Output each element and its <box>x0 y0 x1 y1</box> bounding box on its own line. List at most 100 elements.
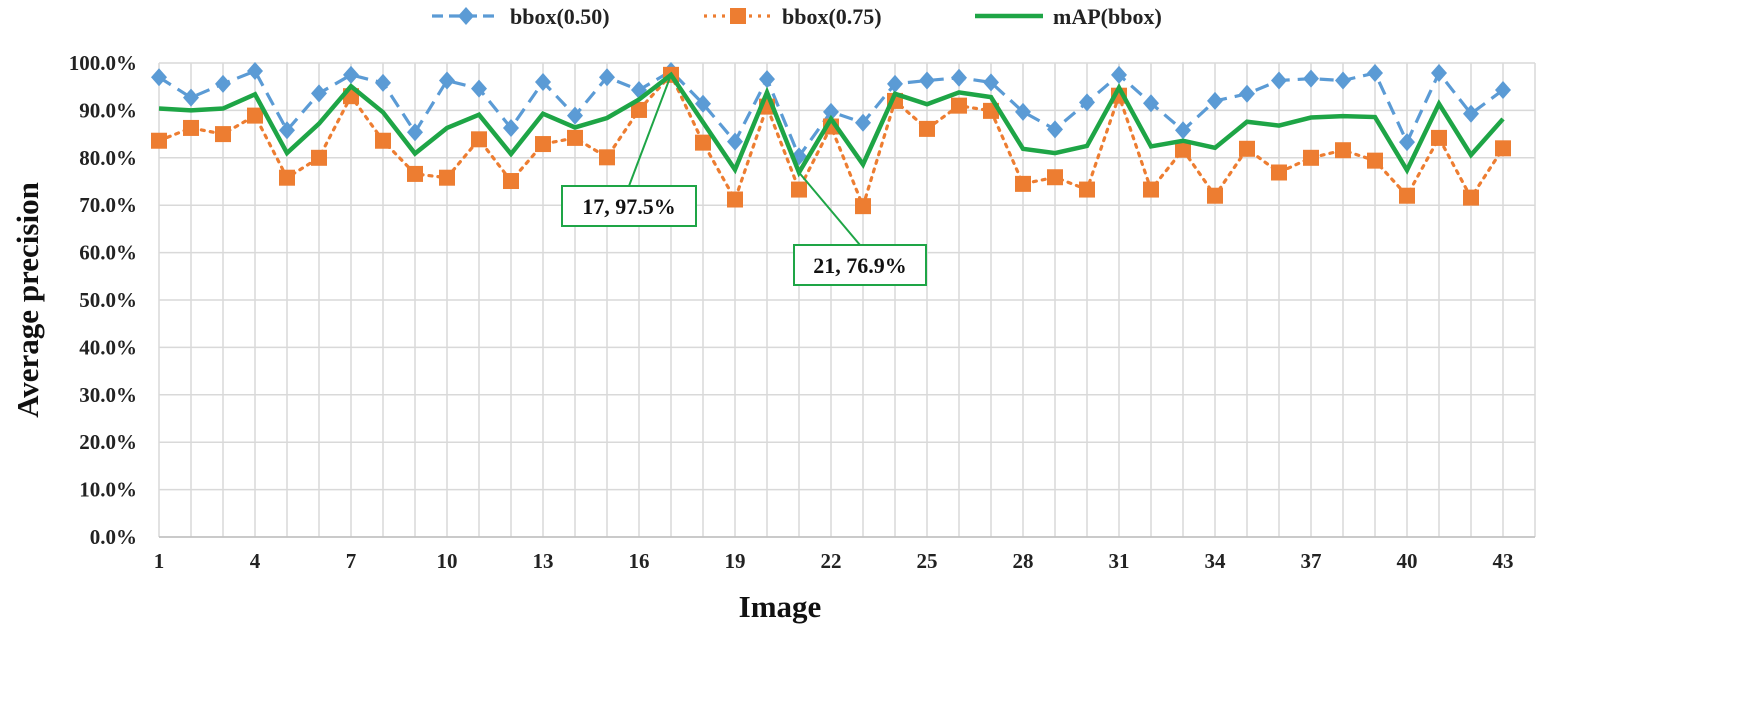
x-tick-label: 34 <box>1205 549 1227 573</box>
callout-leader <box>798 171 861 246</box>
data-point-diamond <box>1079 93 1095 112</box>
data-point-diamond <box>1271 71 1287 90</box>
y-tick-label: 10.0% <box>79 478 137 502</box>
data-point-square <box>631 101 647 118</box>
data-point-diamond <box>887 74 903 93</box>
data-point-square <box>599 149 615 166</box>
data-point-diamond <box>1047 120 1063 139</box>
data-point-square <box>567 129 583 146</box>
data-point-square <box>1239 140 1255 157</box>
legend: bbox(0.50) bbox(0.75) mAP(bbox) <box>432 4 1162 29</box>
data-point-square <box>1175 141 1191 158</box>
data-point-diamond <box>951 68 967 87</box>
data-point-square <box>1303 149 1319 166</box>
grid <box>158 62 1536 538</box>
data-point-square <box>183 119 199 136</box>
y-tick-label: 30.0% <box>79 383 137 407</box>
data-point-square <box>471 131 487 148</box>
x-tick-label: 40 <box>1397 549 1418 573</box>
data-point-square <box>439 169 455 186</box>
data-point-diamond <box>919 71 935 90</box>
data-point-diamond <box>599 68 615 87</box>
data-point-square <box>1271 164 1287 181</box>
annotations: 17, 97.5% 21, 76.9% <box>561 74 927 286</box>
data-point-square <box>407 165 423 182</box>
legend-label: mAP(bbox) <box>1053 4 1162 29</box>
data-point-diamond <box>1175 121 1191 140</box>
data-point-diamond <box>823 102 839 121</box>
data-point-diamond <box>503 118 519 137</box>
data-point-square <box>855 198 871 215</box>
callout-label: 21, 76.9% <box>813 253 907 278</box>
data-point-square <box>151 132 167 149</box>
data-point-diamond <box>183 88 199 107</box>
data-point-diamond <box>759 70 775 89</box>
legend-label: bbox(0.50) <box>510 4 610 29</box>
data-point-square <box>1495 140 1511 157</box>
data-point-square <box>215 126 231 143</box>
data-point-diamond <box>567 106 583 125</box>
data-point-square <box>1335 142 1351 159</box>
data-point-diamond <box>1495 81 1511 100</box>
data-point-diamond <box>727 132 743 151</box>
data-point-square <box>727 191 743 208</box>
data-point-square <box>1015 175 1031 192</box>
data-point-square <box>311 149 327 166</box>
y-tick-label: 60.0% <box>79 241 137 265</box>
data-point-diamond <box>407 123 423 142</box>
data-point-diamond <box>1463 104 1479 123</box>
data-point-diamond <box>311 84 327 103</box>
callout-label: 17, 97.5% <box>582 194 676 219</box>
data-point-diamond <box>151 68 167 87</box>
data-point-square <box>1431 129 1447 146</box>
data-point-diamond <box>375 73 391 92</box>
data-point-square <box>375 132 391 149</box>
x-tick-label: 13 <box>533 549 554 573</box>
series-layer <box>151 62 1511 215</box>
data-point-square <box>535 136 551 153</box>
callout-box <box>793 244 927 286</box>
data-point-diamond <box>279 121 295 140</box>
legend-marker-square <box>730 8 746 24</box>
data-point-diamond <box>343 65 359 84</box>
x-tick-label: 7 <box>346 549 357 573</box>
y-tick-label: 80.0% <box>79 146 137 170</box>
data-point-square <box>695 134 711 151</box>
callout-leader <box>628 74 672 187</box>
data-point-diamond <box>471 79 487 98</box>
callout-box <box>561 185 697 227</box>
x-tick-label: 22 <box>821 549 842 573</box>
data-point-diamond <box>1367 63 1383 82</box>
data-point-diamond <box>1207 91 1223 110</box>
data-point-square <box>1207 187 1223 204</box>
data-point-diamond <box>439 71 455 90</box>
data-point-square <box>247 107 263 124</box>
data-point-diamond <box>535 72 551 91</box>
data-point-diamond <box>1015 102 1031 121</box>
data-point-diamond <box>215 74 231 93</box>
data-point-square <box>1047 169 1063 186</box>
x-tick-label: 31 <box>1109 549 1130 573</box>
data-point-square <box>1399 187 1415 204</box>
data-point-diamond <box>855 113 871 132</box>
data-point-diamond <box>1239 84 1255 103</box>
data-point-diamond <box>695 94 711 113</box>
data-point-square <box>919 120 935 137</box>
x-tick-label: 28 <box>1013 549 1034 573</box>
x-tick-label: 19 <box>725 549 746 573</box>
data-point-diamond <box>247 62 263 81</box>
data-point-square <box>951 97 967 114</box>
axes: 0.0% 10.0% 20.0% 30.0% 40.0% 50.0% 60.0% 70.0% 8… <box>69 51 1535 573</box>
x-tick-label: 25 <box>917 549 938 573</box>
data-point-square <box>1367 152 1383 169</box>
data-point-square <box>503 173 519 190</box>
y-tick-label: 20.0% <box>79 430 137 454</box>
y-axis-title: Average precision <box>10 182 45 418</box>
x-tick-label: 16 <box>629 549 650 573</box>
legend-marker-diamond <box>458 7 474 25</box>
y-tick-label: 70.0% <box>79 193 137 217</box>
x-axis-title: Image <box>739 589 822 624</box>
x-tick-label: 4 <box>250 549 261 573</box>
y-tick-label: 40.0% <box>79 335 137 359</box>
